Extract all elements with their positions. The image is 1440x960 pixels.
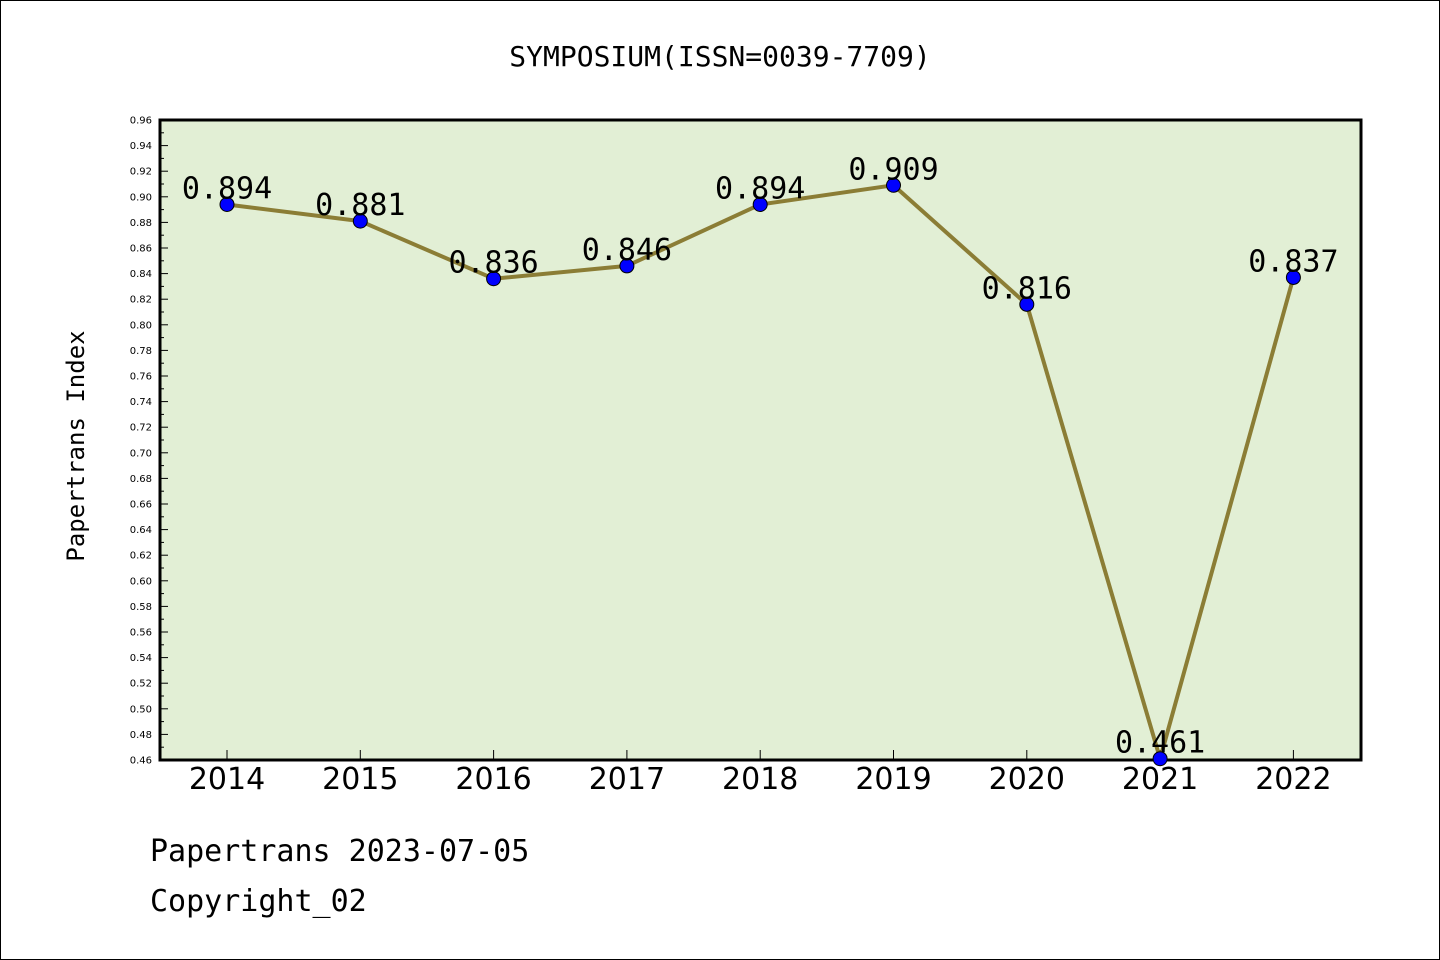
data-label: 0.461 (1115, 726, 1205, 761)
y-tick-label: 0.66 (130, 500, 152, 511)
data-point (486, 271, 502, 287)
data-point (752, 196, 768, 212)
y-axis-label: Papertrans Index (62, 330, 90, 561)
data-label: 0.894 (182, 171, 272, 206)
x-tick-label: 2021 (1122, 762, 1198, 797)
data-label: 0.837 (1248, 244, 1338, 279)
data-point (1152, 751, 1168, 767)
y-tick-label: 0.90 (130, 192, 152, 203)
y-tick-label: 0.82 (130, 295, 152, 306)
y-tick-label: 0.46 (130, 756, 152, 767)
y-tick-label: 0.96 (130, 116, 152, 127)
x-tick-label: 2019 (855, 762, 931, 797)
chart-title: SYMPOSIUM(ISSN=0039-7709) (509, 40, 930, 73)
data-label: 0.846 (582, 233, 672, 268)
y-tick-label: 0.70 (130, 448, 152, 459)
y-tick-label: 0.86 (130, 244, 152, 255)
data-point (619, 258, 635, 274)
data-label: 0.909 (848, 152, 938, 187)
data-point (219, 196, 235, 212)
y-tick-label: 0.52 (130, 679, 152, 690)
y-tick-label: 0.94 (130, 141, 152, 152)
data-point (1019, 296, 1035, 312)
y-tick-label: 0.54 (130, 653, 152, 664)
y-tick-label: 0.92 (130, 167, 152, 178)
y-tick-label: 0.74 (130, 397, 152, 408)
y-tick-label: 0.78 (130, 346, 152, 357)
data-point (352, 213, 368, 229)
y-tick-label: 0.58 (130, 602, 152, 613)
data-labels: 0.894 0.881 0.836 0.846 0.894 0.909 0.816 0.461… (182, 152, 1339, 760)
y-tick-label: 0.64 (130, 525, 152, 536)
x-tick-label: 2014 (189, 762, 265, 797)
x-axis: 2014 2015 2016 2017 2018 2019 2020 2021 2022 (189, 750, 1332, 797)
x-tick-label: 2022 (1255, 762, 1331, 797)
x-tick-label: 2018 (722, 762, 798, 797)
x-tick-label: 2017 (589, 762, 665, 797)
x-tick-label: 2020 (989, 762, 1065, 797)
footer-source: Papertrans 2023-07-05 (150, 834, 530, 869)
y-tick-label: 0.56 (130, 628, 152, 639)
y-tick-label: 0.84 (130, 269, 152, 280)
y-tick-label: 0.80 (130, 320, 152, 331)
series-group (219, 177, 1301, 767)
y-tick-label: 0.72 (130, 423, 152, 434)
data-label: 0.816 (982, 271, 1072, 306)
x-tick-label: 2015 (322, 762, 398, 797)
y-tick-label: 0.62 (130, 551, 152, 562)
y-axis: 0.46 0.48 0.50 0.52 0.54 0.56 0.58 0.60 0.62 0.64… (130, 116, 168, 767)
y-tick-label: 0.48 (130, 730, 152, 741)
footer-copyright: Copyright_02 (150, 884, 367, 919)
y-tick-label: 0.88 (130, 218, 152, 229)
x-tick-label: 2016 (455, 762, 531, 797)
y-tick-label: 0.68 (130, 474, 152, 485)
y-tick-label: 0.76 (130, 372, 152, 383)
data-label: 0.881 (315, 188, 405, 223)
y-tick-label: 0.60 (130, 576, 152, 587)
data-label: 0.894 (715, 171, 805, 206)
y-tick-label: 0.50 (130, 704, 152, 715)
data-point (886, 177, 901, 193)
data-label: 0.836 (448, 246, 538, 281)
data-point (1285, 269, 1301, 285)
